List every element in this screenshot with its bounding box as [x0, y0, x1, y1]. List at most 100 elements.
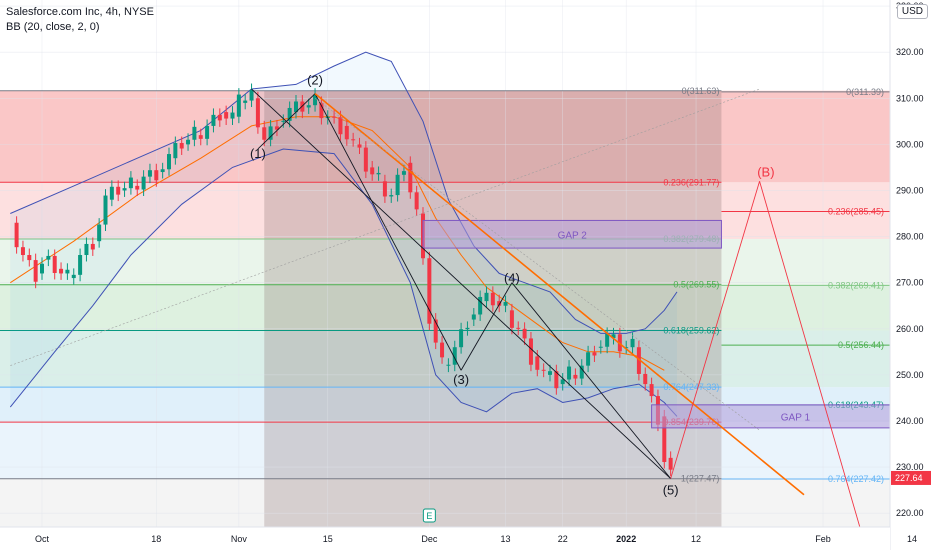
wave-label: (5)	[663, 483, 679, 498]
candle-body	[649, 384, 654, 397]
wave-label: (B)	[757, 165, 774, 180]
last-price-tag	[891, 470, 931, 485]
candle-body	[52, 255, 57, 273]
wave-label: (1)	[250, 146, 266, 161]
candle-body	[573, 374, 578, 379]
candle-body	[313, 94, 318, 106]
candle-body	[554, 371, 559, 389]
candle-body	[522, 328, 527, 339]
candle-body	[357, 144, 362, 148]
y-tick-label: 290.00	[896, 185, 924, 195]
candle-body	[268, 126, 273, 140]
candle-body	[370, 167, 375, 175]
candle-body	[78, 255, 83, 275]
candle-body	[516, 327, 521, 329]
candle-body	[141, 176, 146, 190]
candle-body	[541, 369, 546, 371]
drawings-layer: GAP 2 GAP 1 (1) (2) (3) (4) (5) (B) E	[10, 72, 900, 532]
candle-body	[408, 162, 413, 193]
candle-body	[433, 319, 438, 343]
fib-level-label: 0.5(269.55)	[673, 280, 719, 290]
x-tick-label: 12	[691, 534, 701, 544]
candles-layer	[14, 83, 673, 477]
candle-body	[478, 296, 483, 315]
y-tick-label: 250.00	[896, 370, 924, 380]
wave-line	[314, 93, 462, 371]
candle-body	[59, 268, 64, 274]
candle-body	[27, 255, 32, 261]
fib-zones-layer	[0, 90, 890, 527]
x-tick-label: 22	[558, 534, 568, 544]
trend-line	[314, 93, 805, 496]
candle-body	[128, 177, 133, 189]
currency-badge[interactable]: USD	[896, 4, 928, 19]
candle-body	[668, 457, 673, 470]
candle-body	[179, 142, 184, 149]
projection-line	[759, 181, 862, 532]
candle-body	[344, 125, 349, 140]
candle-body	[71, 274, 76, 279]
fib-level-label: 0.764(227.42)	[828, 474, 884, 484]
candle-body	[230, 112, 235, 119]
candle-body	[186, 139, 191, 145]
x-tick-label: 13	[501, 534, 511, 544]
candle-body	[294, 101, 298, 113]
y-tick-label: 220.00	[896, 508, 924, 518]
candle-body	[427, 258, 432, 324]
candle-body	[548, 371, 552, 375]
y-tick-label: 300.00	[896, 139, 924, 149]
y-tick-label: 280.00	[896, 232, 924, 242]
candle-body	[643, 373, 648, 385]
gap-box	[422, 219, 722, 249]
candle-body	[198, 135, 203, 139]
candle-body	[135, 185, 140, 190]
candle-body	[211, 114, 216, 126]
candle-body	[535, 356, 540, 370]
candle-body	[382, 181, 387, 197]
candle-body	[40, 263, 44, 274]
fib-zone	[0, 90, 890, 183]
candle-body	[274, 126, 279, 130]
candle-body	[249, 89, 254, 101]
candle-body	[490, 292, 495, 306]
candle-body	[363, 147, 368, 172]
candle-body	[154, 170, 159, 181]
candle-body	[122, 188, 127, 191]
fib-level-label: 0.382(269.41)	[828, 280, 884, 290]
fib-zone	[0, 422, 890, 479]
candle-body	[446, 364, 451, 366]
wave-line	[511, 282, 671, 479]
candle-body	[414, 192, 419, 210]
candle-body	[287, 107, 292, 121]
candle-body	[224, 112, 229, 119]
gap-label: GAP 2	[558, 230, 588, 241]
bollinger-upper-line	[10, 51, 678, 334]
candle-body	[560, 379, 565, 385]
candle-body	[440, 342, 445, 358]
candle-body	[46, 255, 51, 260]
x-tick-label: Feb	[815, 534, 831, 544]
earnings-marker	[422, 508, 436, 523]
candle-body	[401, 171, 406, 175]
candle-body	[611, 334, 616, 338]
gap-box	[651, 404, 900, 429]
candle-body	[236, 94, 241, 117]
candle-body	[65, 269, 70, 274]
y-tick-label: 230.00	[896, 462, 924, 472]
bollinger-lower-line	[9, 148, 678, 417]
candle-body	[33, 260, 38, 282]
fib-level-label: 0.5(256.44)	[838, 340, 884, 350]
wave-label: (4)	[504, 271, 520, 286]
candle-body	[497, 301, 502, 306]
wave-line	[251, 88, 671, 479]
guide-line	[314, 98, 760, 431]
indicator-label: BB (20, close, 2, 0)	[6, 21, 100, 33]
y-tick-label: 240.00	[896, 416, 924, 426]
gap-label: GAP 1	[781, 412, 811, 423]
fib-level-label: 0.764(247.33)	[663, 382, 719, 392]
candle-body	[389, 195, 394, 197]
projection-line	[670, 181, 760, 479]
candle-body	[338, 117, 343, 135]
candle-body	[459, 329, 464, 348]
